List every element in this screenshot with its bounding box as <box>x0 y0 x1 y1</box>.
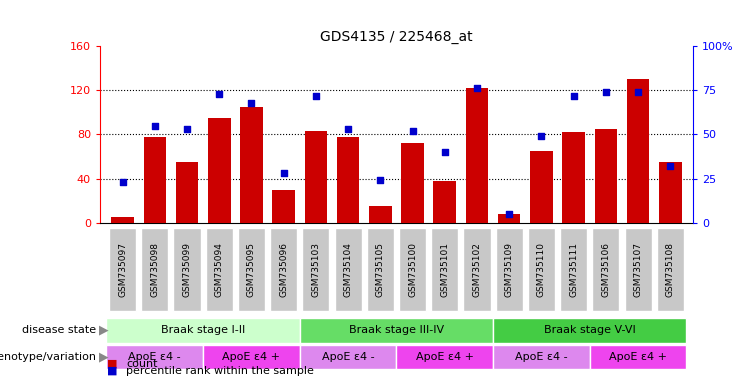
Text: ApoE ε4 +: ApoE ε4 + <box>416 352 473 362</box>
Point <box>374 177 386 184</box>
Point <box>471 85 483 91</box>
FancyBboxPatch shape <box>493 345 590 369</box>
Text: GSM735098: GSM735098 <box>150 242 159 297</box>
Text: GSM735110: GSM735110 <box>537 242 546 297</box>
Text: GSM735104: GSM735104 <box>344 242 353 297</box>
Text: disease state: disease state <box>22 325 96 335</box>
Point <box>407 128 419 134</box>
Text: ApoE ε4 +: ApoE ε4 + <box>222 352 280 362</box>
FancyBboxPatch shape <box>203 345 300 369</box>
Point <box>665 163 677 169</box>
Point <box>213 91 225 97</box>
Text: GSM735094: GSM735094 <box>215 242 224 297</box>
FancyBboxPatch shape <box>367 228 394 311</box>
Point <box>439 149 451 155</box>
Text: Braak stage I-II: Braak stage I-II <box>161 325 245 335</box>
FancyBboxPatch shape <box>496 228 522 311</box>
Point <box>503 211 515 217</box>
FancyBboxPatch shape <box>107 345 203 369</box>
Bar <box>562 132 585 223</box>
Bar <box>208 118 230 223</box>
Bar <box>144 137 166 223</box>
Point <box>310 93 322 99</box>
Text: Braak stage V-VI: Braak stage V-VI <box>544 325 636 335</box>
Text: GSM735095: GSM735095 <box>247 242 256 297</box>
Text: GSM735096: GSM735096 <box>279 242 288 297</box>
Text: ■: ■ <box>107 366 118 376</box>
FancyBboxPatch shape <box>590 345 686 369</box>
Text: ■: ■ <box>107 359 118 369</box>
FancyBboxPatch shape <box>335 228 362 311</box>
FancyBboxPatch shape <box>399 228 426 311</box>
FancyBboxPatch shape <box>396 345 493 369</box>
Point <box>245 99 257 106</box>
Text: ▶: ▶ <box>99 351 109 364</box>
Text: GSM735108: GSM735108 <box>665 242 675 297</box>
Bar <box>627 79 649 223</box>
Bar <box>465 88 488 223</box>
Text: Braak stage III-IV: Braak stage III-IV <box>349 325 444 335</box>
Bar <box>659 162 682 223</box>
Text: GSM735102: GSM735102 <box>473 242 482 297</box>
Title: GDS4135 / 225468_at: GDS4135 / 225468_at <box>320 30 473 44</box>
Bar <box>369 206 391 223</box>
Point <box>181 126 193 132</box>
FancyBboxPatch shape <box>657 228 684 311</box>
Bar <box>530 151 553 223</box>
Text: ApoE ε4 -: ApoE ε4 - <box>128 352 181 362</box>
FancyBboxPatch shape <box>270 228 297 311</box>
Text: GSM735105: GSM735105 <box>376 242 385 297</box>
FancyBboxPatch shape <box>493 318 686 343</box>
Text: GSM735101: GSM735101 <box>440 242 449 297</box>
FancyBboxPatch shape <box>173 228 201 311</box>
Text: GSM735107: GSM735107 <box>634 242 642 297</box>
Text: GSM735097: GSM735097 <box>118 242 127 297</box>
Point <box>342 126 354 132</box>
Text: ApoE ε4 +: ApoE ε4 + <box>609 352 667 362</box>
Point <box>149 122 161 129</box>
Point <box>600 89 612 95</box>
Text: GSM735106: GSM735106 <box>602 242 611 297</box>
Bar <box>337 137 359 223</box>
FancyBboxPatch shape <box>302 228 330 311</box>
FancyBboxPatch shape <box>142 228 168 311</box>
Text: count: count <box>126 359 158 369</box>
Bar <box>273 190 295 223</box>
Point <box>536 133 548 139</box>
Text: GSM735100: GSM735100 <box>408 242 417 297</box>
FancyBboxPatch shape <box>431 228 458 311</box>
FancyBboxPatch shape <box>107 318 300 343</box>
Point <box>116 179 128 185</box>
FancyBboxPatch shape <box>206 228 233 311</box>
FancyBboxPatch shape <box>109 228 136 311</box>
FancyBboxPatch shape <box>463 228 491 311</box>
Text: ApoE ε4 -: ApoE ε4 - <box>322 352 374 362</box>
Text: ▶: ▶ <box>99 324 109 337</box>
Text: GSM735103: GSM735103 <box>311 242 320 297</box>
Bar <box>433 181 456 223</box>
FancyBboxPatch shape <box>300 345 396 369</box>
FancyBboxPatch shape <box>560 228 587 311</box>
Bar <box>594 129 617 223</box>
Bar <box>111 217 134 223</box>
Bar <box>402 143 424 223</box>
FancyBboxPatch shape <box>592 228 619 311</box>
Text: ApoE ε4 -: ApoE ε4 - <box>515 352 568 362</box>
FancyBboxPatch shape <box>238 228 265 311</box>
FancyBboxPatch shape <box>300 318 493 343</box>
Text: GSM735109: GSM735109 <box>505 242 514 297</box>
Bar <box>176 162 199 223</box>
Text: GSM735099: GSM735099 <box>182 242 191 297</box>
Bar <box>240 107 263 223</box>
Bar <box>498 214 520 223</box>
Point <box>568 93 579 99</box>
Point <box>278 170 290 176</box>
Text: genotype/variation: genotype/variation <box>0 352 96 362</box>
FancyBboxPatch shape <box>625 228 651 311</box>
Point <box>632 89 644 95</box>
Text: GSM735111: GSM735111 <box>569 242 578 297</box>
Text: percentile rank within the sample: percentile rank within the sample <box>126 366 314 376</box>
FancyBboxPatch shape <box>528 228 555 311</box>
Bar <box>305 131 328 223</box>
